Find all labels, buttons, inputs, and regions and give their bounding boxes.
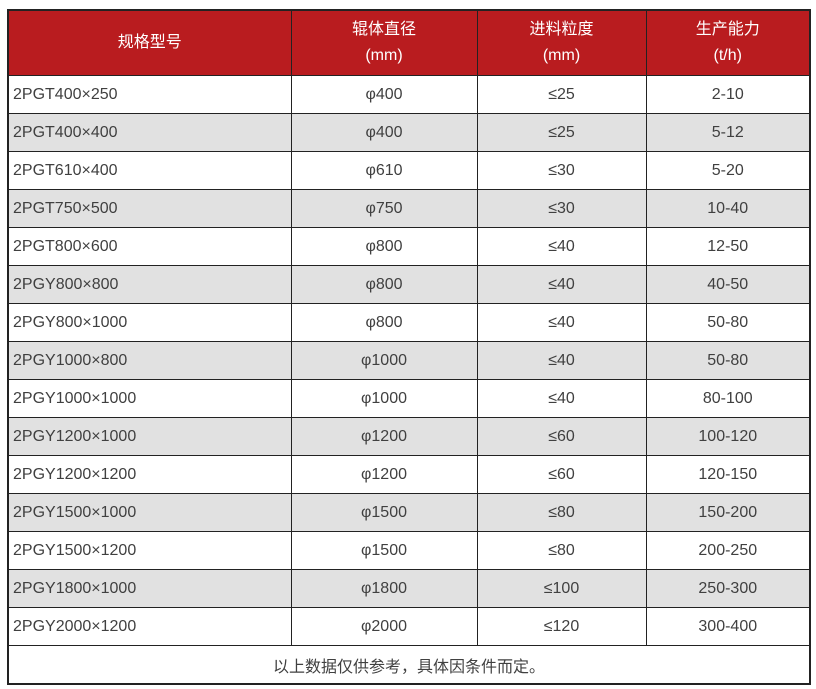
table-cell: 2PGY1500×1000 xyxy=(7,493,292,532)
table-body: 2PGT400×250 φ400 ≤25 2-10 2PGT400×400 φ400 ≤25… xyxy=(7,75,811,646)
table-footer: 以上数据仅供参考，具体因条件而定。 xyxy=(7,645,811,685)
table-cell: ≤100 xyxy=(476,569,647,608)
table-cell: ≤25 xyxy=(476,75,647,114)
table-row: 2PGY1500×1200 φ1500 ≤80 200-250 xyxy=(7,531,811,570)
table-cell: 2PGY1800×1000 xyxy=(7,569,292,608)
table-cell: φ400 xyxy=(290,113,478,152)
table-row: 2PGY1200×1000 φ1200 ≤60 100-120 xyxy=(7,417,811,456)
table-cell: ≤120 xyxy=(476,607,647,646)
footnote-row: 以上数据仅供参考，具体因条件而定。 xyxy=(7,645,811,685)
table-cell: ≤30 xyxy=(476,151,647,190)
table-cell: 5-20 xyxy=(645,151,811,190)
table-cell: ≤40 xyxy=(476,303,647,342)
table-cell: 2PGY1200×1200 xyxy=(7,455,292,494)
table-cell: 2PGT750×500 xyxy=(7,189,292,228)
table-cell: ≤30 xyxy=(476,189,647,228)
table-cell: ≤40 xyxy=(476,379,647,418)
table-row: 2PGY800×800 φ800 ≤40 40-50 xyxy=(7,265,811,304)
col-header-capacity-label: 生产能力 xyxy=(695,21,760,38)
table-cell: ≤40 xyxy=(476,227,647,266)
table-cell: φ610 xyxy=(290,151,478,190)
table-cell: ≤60 xyxy=(476,417,647,456)
table-row: 2PGY2000×1200 φ2000 ≤120 300-400 xyxy=(7,607,811,646)
table-cell: ≤40 xyxy=(476,265,647,304)
col-header-roller-diameter: 辊体直径 (mm) xyxy=(290,9,478,76)
col-header-roller-diameter-label: 辊体直径 xyxy=(351,21,416,38)
table-row: 2PGT400×250 φ400 ≤25 2-10 xyxy=(7,75,811,114)
table-cell: φ800 xyxy=(290,227,478,266)
col-header-model-label: 规格型号 xyxy=(117,34,182,51)
table-cell: 2PGY800×1000 xyxy=(7,303,292,342)
table-row: 2PGY1000×800 φ1000 ≤40 50-80 xyxy=(7,341,811,380)
col-header-capacity-unit: (t/h) xyxy=(713,47,742,64)
table-cell: 2PGT800×600 xyxy=(7,227,292,266)
table-cell: 200-250 xyxy=(645,531,811,570)
table-cell: φ1500 xyxy=(290,493,478,532)
table-row: 2PGY1800×1000 φ1800 ≤100 250-300 xyxy=(7,569,811,608)
table-cell: 80-100 xyxy=(645,379,811,418)
table-cell: 2PGY1200×1000 xyxy=(7,417,292,456)
table-cell: ≤80 xyxy=(476,493,647,532)
table-cell: 5-12 xyxy=(645,113,811,152)
table-row: 2PGY1000×1000 φ1000 ≤40 80-100 xyxy=(7,379,811,418)
table-cell: ≤80 xyxy=(476,531,647,570)
table-row: 2PGT750×500 φ750 ≤30 10-40 xyxy=(7,189,811,228)
table-cell: 150-200 xyxy=(645,493,811,532)
table-cell: 2PGY2000×1200 xyxy=(7,607,292,646)
table-row: 2PGT800×600 φ800 ≤40 12-50 xyxy=(7,227,811,266)
table-cell: 250-300 xyxy=(645,569,811,608)
col-header-feed-size: 进料粒度 (mm) xyxy=(476,9,647,76)
table-cell: φ1200 xyxy=(290,417,478,456)
table-row: 2PGY1500×1000 φ1500 ≤80 150-200 xyxy=(7,493,811,532)
table-cell: φ800 xyxy=(290,303,478,342)
table-cell: φ800 xyxy=(290,265,478,304)
table-cell: 2PGT400×400 xyxy=(7,113,292,152)
table-row: 2PGT610×400 φ610 ≤30 5-20 xyxy=(7,151,811,190)
table-cell: φ1200 xyxy=(290,455,478,494)
col-header-model: 规格型号 xyxy=(7,9,292,76)
table-cell: φ2000 xyxy=(290,607,478,646)
table-cell: 300-400 xyxy=(645,607,811,646)
table-cell: φ750 xyxy=(290,189,478,228)
table-cell: 2PGT610×400 xyxy=(7,151,292,190)
footnote: 以上数据仅供参考，具体因条件而定。 xyxy=(7,645,811,685)
table-cell: 2PGY800×800 xyxy=(7,265,292,304)
col-header-capacity: 生产能力 (t/h) xyxy=(645,9,811,76)
col-header-feed-size-label: 进料粒度 xyxy=(529,21,594,38)
table-row: 2PGT400×400 φ400 ≤25 5-12 xyxy=(7,113,811,152)
table-cell: 2PGT400×250 xyxy=(7,75,292,114)
table-cell: 120-150 xyxy=(645,455,811,494)
table-cell: 2PGY1000×1000 xyxy=(7,379,292,418)
table-cell: ≤25 xyxy=(476,113,647,152)
table-row: 2PGY1200×1200 φ1200 ≤60 120-150 xyxy=(7,455,811,494)
table-cell: 50-80 xyxy=(645,303,811,342)
table-cell: ≤40 xyxy=(476,341,647,380)
table-cell: φ1000 xyxy=(290,379,478,418)
col-header-feed-size-unit: (mm) xyxy=(542,47,581,64)
spec-table: 规格型号 辊体直径 (mm) 进料粒度 (mm) 生产能力 (t/h) 2PGT… xyxy=(7,9,811,685)
table-cell: 100-120 xyxy=(645,417,811,456)
table-cell: 10-40 xyxy=(645,189,811,228)
table-header: 规格型号 辊体直径 (mm) 进料粒度 (mm) 生产能力 (t/h) xyxy=(7,9,811,76)
header-row: 规格型号 辊体直径 (mm) 进料粒度 (mm) 生产能力 (t/h) xyxy=(7,9,811,76)
table-row: 2PGY800×1000 φ800 ≤40 50-80 xyxy=(7,303,811,342)
table-cell: ≤60 xyxy=(476,455,647,494)
table-cell: φ1800 xyxy=(290,569,478,608)
table-cell: 2PGY1000×800 xyxy=(7,341,292,380)
table-cell: 2PGY1500×1200 xyxy=(7,531,292,570)
table-cell: 50-80 xyxy=(645,341,811,380)
table-cell: φ400 xyxy=(290,75,478,114)
table-cell: 40-50 xyxy=(645,265,811,304)
table-cell: φ1500 xyxy=(290,531,478,570)
col-header-roller-diameter-unit: (mm) xyxy=(365,47,403,64)
table-cell: 2-10 xyxy=(645,75,811,114)
table-cell: 12-50 xyxy=(645,227,811,266)
table-cell: φ1000 xyxy=(290,341,478,380)
